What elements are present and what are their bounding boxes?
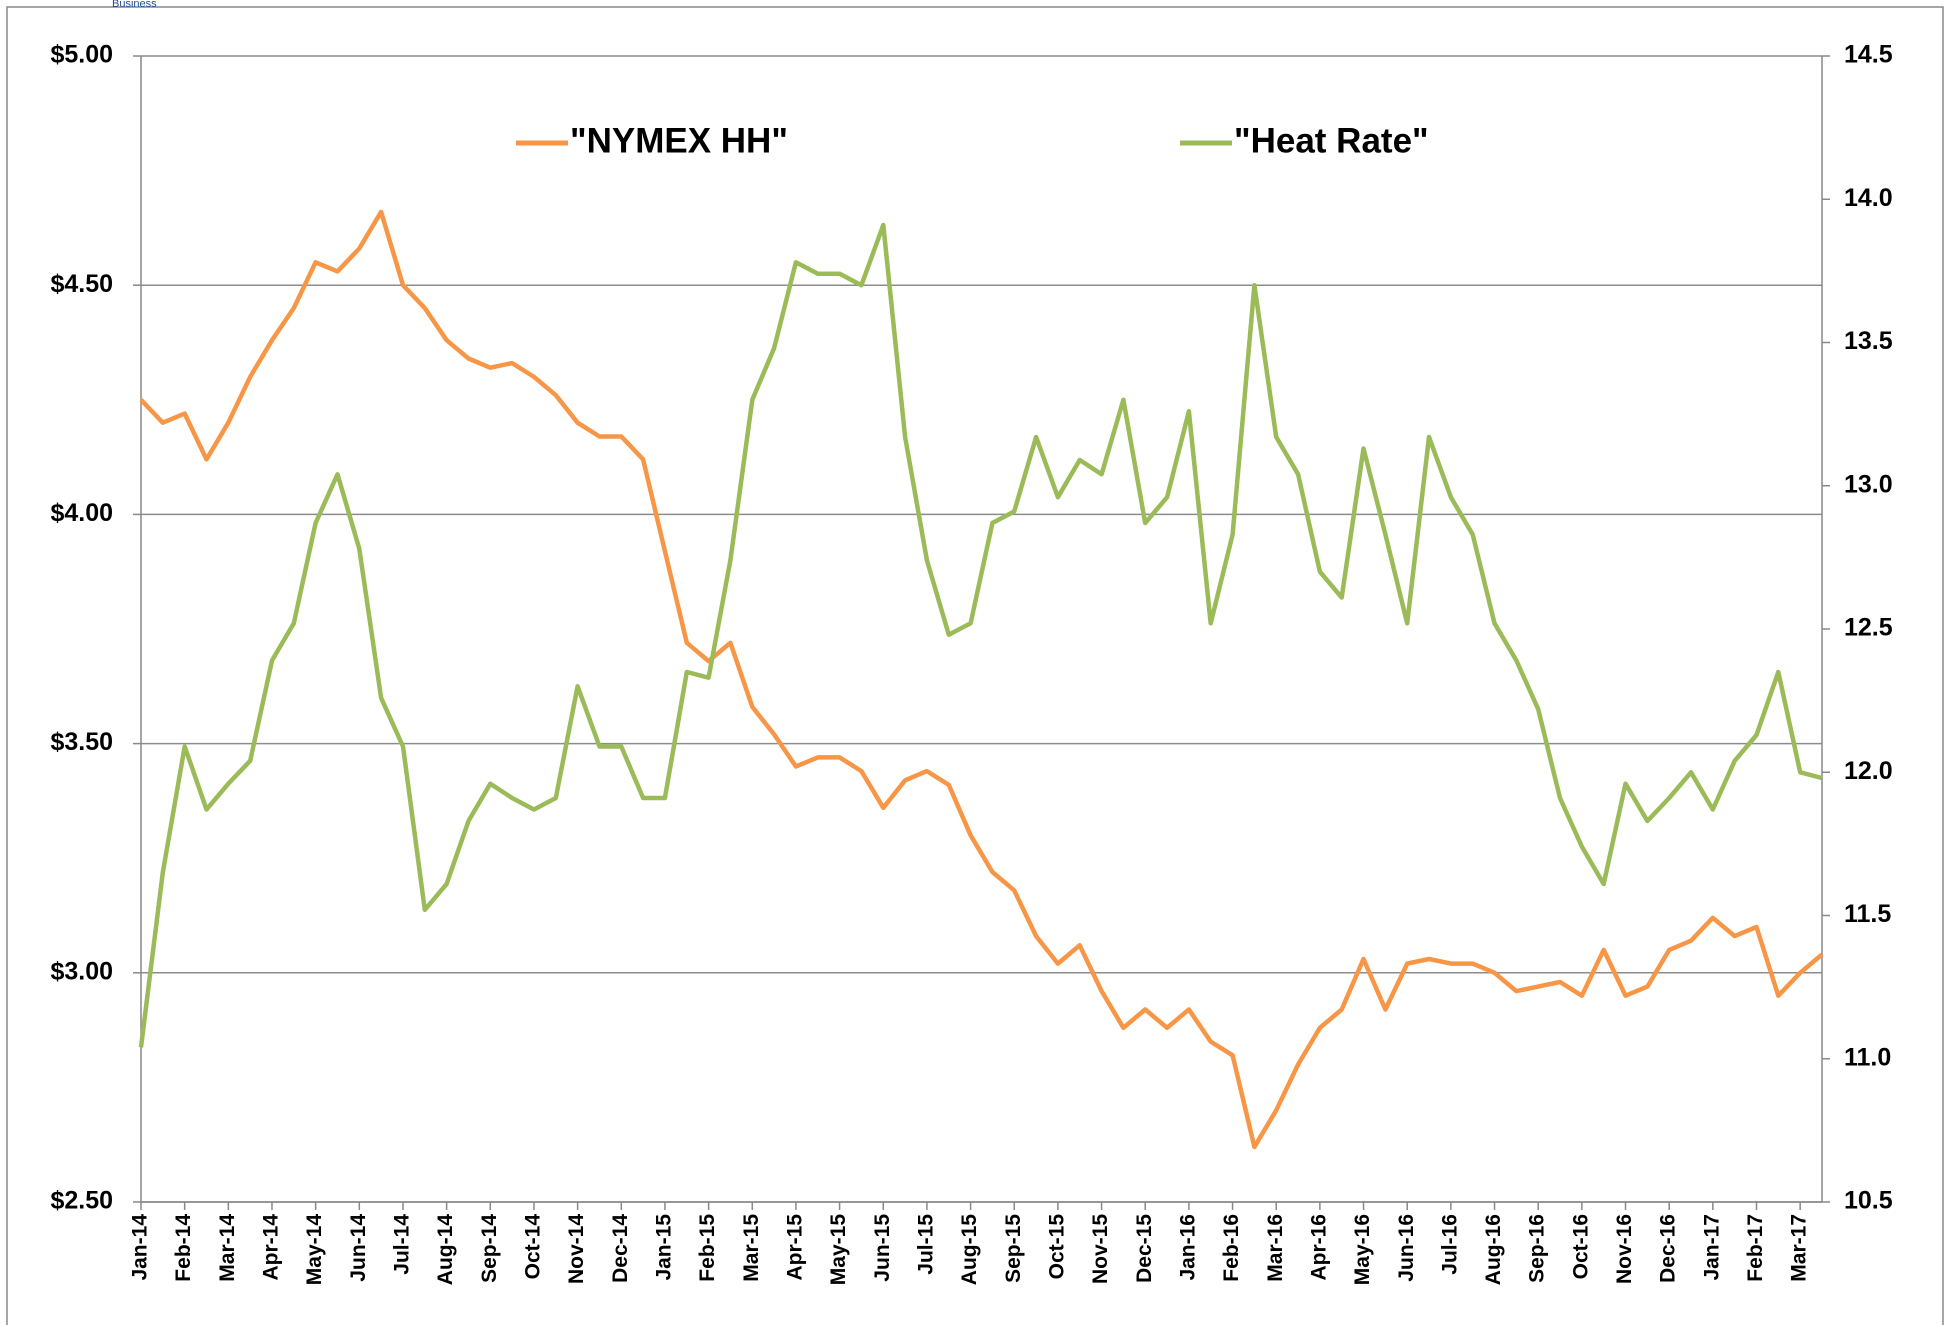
- series-line: [138, 222, 1823, 1048]
- y-tick-label: $4.50: [50, 270, 113, 298]
- y-tick-label: $4.00: [50, 499, 113, 527]
- y2-tick-label: 13.5: [1844, 327, 1893, 355]
- y2-tick-label: 14.5: [1844, 41, 1893, 69]
- series-line: [139, 209, 1824, 1150]
- legend-label: "NYMEX HH": [570, 121, 788, 160]
- y2-tick-label: 10.5: [1844, 1187, 1893, 1215]
- y-tick-label: $3.50: [50, 728, 113, 756]
- y-tick-label: $3.00: [50, 957, 113, 985]
- x-tick-label: Jul-15: [914, 1214, 937, 1275]
- x-tick-label: Jan-15: [652, 1214, 675, 1281]
- x-tick-label: Mar-15: [740, 1214, 763, 1282]
- x-tick-label: Dec-15: [1133, 1214, 1156, 1283]
- x-tick-label: Feb-15: [696, 1214, 719, 1282]
- x-tick-label: May-16: [1351, 1214, 1374, 1285]
- y2-tick-label: 12.0: [1844, 757, 1893, 785]
- x-tick-label: Aug-16: [1482, 1214, 1505, 1285]
- y2-tick-label: 11.0: [1844, 1043, 1891, 1071]
- x-tick-label: Jan-16: [1176, 1214, 1199, 1281]
- x-tick-label: Feb-17: [1744, 1214, 1767, 1282]
- y2-tick-label: 12.5: [1844, 614, 1893, 642]
- logo-text: Business: [112, 0, 157, 10]
- x-tick-label: Apr-14: [260, 1214, 283, 1281]
- x-tick-label: Feb-16: [1220, 1214, 1243, 1282]
- x-tick-label: Nov-16: [1613, 1214, 1636, 1284]
- x-tick-label: Jun-16: [1395, 1214, 1418, 1282]
- chart-frame: [6, 6, 1944, 1328]
- x-tick-label: Jul-14: [391, 1214, 414, 1275]
- y-tick-label: $5.00: [50, 41, 113, 69]
- x-tick-label: Oct-14: [522, 1214, 545, 1280]
- y-tick-label: $2.50: [50, 1187, 113, 1215]
- x-tick-label: Mar-16: [1264, 1214, 1287, 1282]
- x-tick-label: Jun-14: [347, 1214, 370, 1282]
- x-tick-label: Nov-15: [1089, 1214, 1112, 1284]
- x-tick-label: Aug-14: [434, 1214, 457, 1285]
- x-tick-label: May-14: [303, 1214, 326, 1286]
- x-tick-label: Feb-14: [172, 1214, 195, 1282]
- x-tick-label: Sep-16: [1526, 1214, 1549, 1283]
- x-tick-label: Mar-17: [1788, 1214, 1811, 1282]
- x-tick-label: Oct-16: [1569, 1214, 1592, 1279]
- x-tick-label: Aug-15: [958, 1214, 981, 1285]
- x-tick-label: Jan-14: [129, 1214, 152, 1281]
- x-tick-label: Nov-14: [565, 1214, 588, 1284]
- y2-tick-label: 14.0: [1844, 184, 1893, 212]
- x-tick-label: Apr-15: [783, 1214, 806, 1281]
- y2-tick-label: 11.5: [1844, 900, 1891, 928]
- x-tick-label: Jan-17: [1700, 1214, 1723, 1281]
- x-tick-label: Oct-15: [1045, 1214, 1068, 1280]
- x-tick-label: Mar-14: [216, 1214, 239, 1282]
- x-tick-label: Dec-16: [1657, 1214, 1680, 1283]
- x-tick-label: Jul-16: [1438, 1214, 1461, 1275]
- x-tick-label: Jun-15: [871, 1214, 894, 1282]
- x-tick-label: Sep-15: [1002, 1214, 1025, 1283]
- x-tick-label: Apr-16: [1307, 1214, 1330, 1281]
- x-tick-label: Dec-14: [609, 1214, 632, 1283]
- legend-label: "Heat Rate": [1234, 121, 1429, 160]
- y2-tick-label: 13.0: [1844, 470, 1893, 498]
- x-tick-label: Sep-14: [478, 1214, 501, 1283]
- x-tick-label: May-15: [827, 1214, 850, 1286]
